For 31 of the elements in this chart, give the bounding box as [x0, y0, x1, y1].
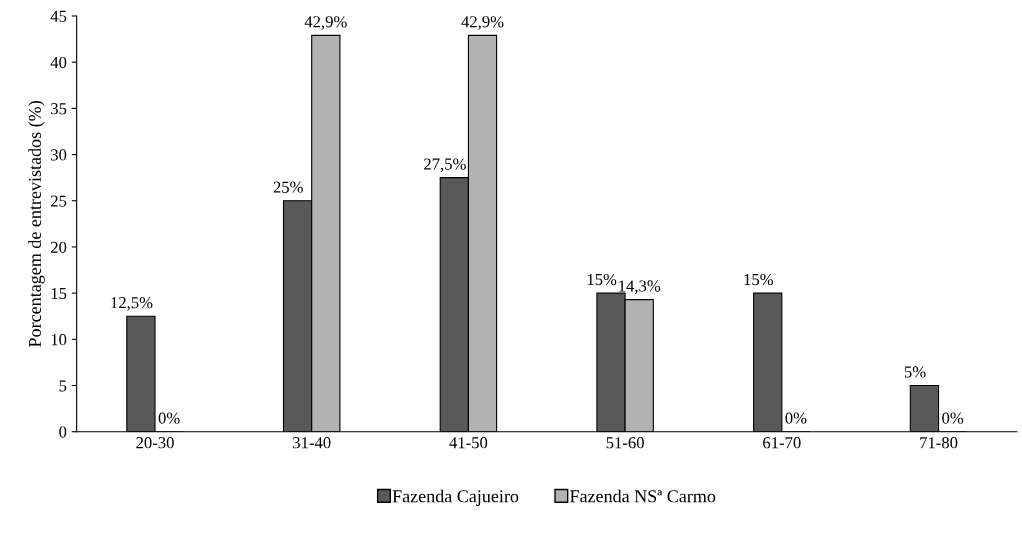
- x-tick-label: 20-30: [136, 437, 174, 449]
- y-tick-label: 0: [59, 426, 67, 438]
- x-tick-label: 31-40: [293, 437, 331, 449]
- data-label: 15%: [587, 273, 617, 286]
- data-label: 15%: [744, 273, 774, 286]
- data-label: 42,9%: [461, 16, 504, 30]
- data-label: 12,5%: [111, 296, 153, 311]
- y-axis-title: Porcentagem de entrevistados (%): [28, 101, 45, 347]
- data-label: 0%: [942, 412, 964, 424]
- x-tick-label: 41-50: [449, 437, 488, 449]
- legend-label: Fazenda NSª Carmo: [570, 489, 716, 503]
- x-tick-label: 61-70: [763, 437, 801, 449]
- data-label: 14,3%: [619, 280, 661, 295]
- y-tick-label: 10: [51, 334, 67, 346]
- data-label: 25%: [273, 181, 303, 193]
- data-label: 5%: [904, 366, 926, 378]
- y-tick-label: 5: [59, 380, 67, 392]
- y-tick-label: 25: [50, 195, 67, 207]
- data-label: 27,5%: [424, 158, 466, 173]
- x-tick-label: 71-80: [920, 437, 958, 449]
- y-tick-label: 15: [51, 287, 67, 300]
- x-tick-label: 51-60: [606, 437, 644, 449]
- y-tick-label: 45: [50, 10, 67, 22]
- data-label: 42,9%: [304, 16, 347, 30]
- data-label: 0%: [785, 412, 807, 424]
- legend-label: Fazenda Cajueiro: [392, 489, 519, 507]
- data-label: 0%: [158, 412, 180, 424]
- y-tick-label: 35: [51, 103, 67, 115]
- y-tick-label: 30: [51, 149, 67, 161]
- y-tick-label: 20: [50, 241, 67, 253]
- y-tick-label: 40: [50, 56, 67, 69]
